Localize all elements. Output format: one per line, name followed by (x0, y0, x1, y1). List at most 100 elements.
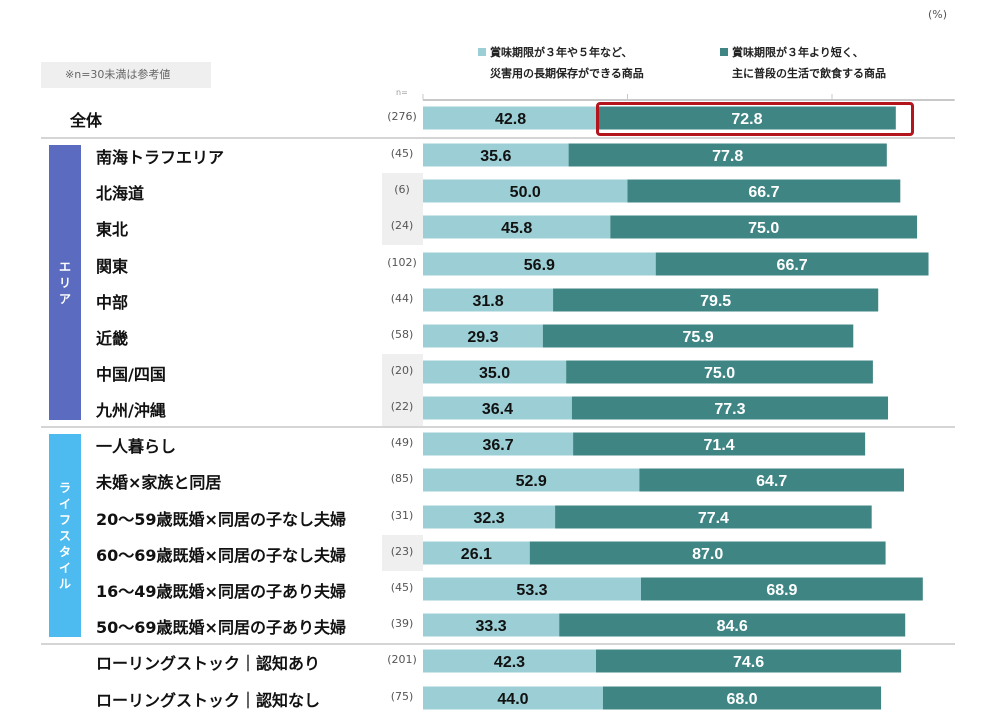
row-label: 東北 (96, 220, 129, 239)
bar-long-term (423, 686, 603, 710)
data-label-long-term: 32.3 (473, 510, 504, 527)
group-label-char: イ (58, 496, 71, 511)
small-n-shade (382, 535, 423, 571)
group-separator (41, 426, 955, 428)
bar-long-term (423, 360, 567, 384)
bar-long-term (423, 649, 597, 673)
data-label-long-term: 44.0 (497, 691, 528, 708)
data-label-long-term: 33.3 (476, 618, 507, 635)
bar-long-term (423, 541, 530, 565)
small-n-shade (382, 173, 423, 209)
bar-long-term (423, 577, 641, 601)
small-n-shade (382, 354, 423, 390)
bar-daily (568, 143, 887, 167)
n-label: (39) (390, 617, 414, 630)
row-label: 16～49歳既婚×同居の子あり夫婦 (96, 582, 346, 601)
data-label-long-term: 45.8 (501, 220, 532, 237)
data-label-long-term: 36.7 (482, 437, 513, 454)
small-n-shade (382, 209, 423, 245)
data-label-daily: 84.6 (717, 618, 748, 635)
row-label: ローリングストック｜認知あり (96, 654, 321, 673)
bar-daily (640, 577, 923, 601)
row-label: 一人暮らし (96, 437, 177, 456)
bar-daily (602, 686, 882, 710)
row-label: 未婚×家族と同居 (96, 473, 222, 492)
bar-daily (542, 324, 854, 348)
group-separator (41, 137, 955, 139)
row-label: 中国/四国 (96, 365, 166, 384)
data-label-long-term: 31.8 (472, 293, 503, 310)
row-label: 60～69歳既婚×同居の子なし夫婦 (96, 546, 346, 565)
data-label-daily: 66.7 (748, 184, 779, 201)
group-label-char: フ (58, 512, 71, 527)
bar-long-term (423, 143, 569, 167)
bar-daily (655, 252, 929, 276)
bar-long-term (423, 396, 572, 420)
data-label-daily: 74.6 (733, 654, 764, 671)
row-label: 全体 (70, 111, 103, 130)
small-n-shade (382, 390, 423, 426)
data-label-daily: 68.0 (726, 691, 757, 708)
group-label-lifestyle: ライフスタイル (49, 434, 81, 637)
data-label-daily: 75.0 (704, 365, 735, 382)
highlight-box (596, 101, 914, 136)
bar-daily (559, 613, 906, 637)
data-label-long-term: 53.3 (516, 582, 547, 599)
n-label: (102) (387, 256, 417, 269)
legend-text-line2: 災害用の長期保存ができる商品 (490, 67, 644, 80)
group-label-char: イ (58, 560, 71, 575)
data-label-long-term: 29.3 (467, 329, 498, 346)
n-label: (85) (390, 472, 414, 485)
bar-daily (553, 288, 879, 312)
bar-long-term (423, 613, 560, 637)
data-label-long-term: 56.9 (524, 257, 555, 274)
group-label-char: リ (58, 275, 71, 290)
legend-text-line2: 主に普段の生活で飲食する商品 (732, 67, 886, 80)
data-label-long-term: 42.8 (495, 111, 526, 128)
bar-long-term (423, 505, 556, 529)
bar-daily (571, 396, 889, 420)
n-label: (22) (390, 400, 414, 413)
bar-daily (627, 179, 901, 203)
legend-swatch-dark (720, 48, 728, 56)
bar-long-term (423, 468, 640, 492)
group-separator (41, 643, 955, 645)
data-label-daily: 77.3 (714, 401, 745, 418)
reference-note: ※n=30未満は参考値 (41, 62, 211, 88)
group-label-char: エ (58, 259, 71, 274)
bar-long-term (423, 106, 599, 130)
bar-daily (610, 215, 918, 239)
data-label-daily: 77.4 (698, 510, 729, 527)
bar-long-term (423, 324, 543, 348)
bar-daily (573, 432, 866, 456)
bar-daily (596, 649, 902, 673)
n-label: (31) (390, 509, 414, 522)
bar-long-term (423, 179, 628, 203)
legend-text-line1: 賞味期限が３年より短く、 (732, 46, 864, 59)
bar-long-term (423, 288, 554, 312)
group-label-char: タ (58, 544, 71, 559)
bar-daily (598, 106, 896, 130)
unit-label: (%) (928, 8, 948, 21)
row-label: 南海トラフエリア (96, 148, 225, 167)
row-label: 九州/沖縄 (96, 401, 166, 420)
data-label-long-term: 35.0 (479, 365, 510, 382)
n-label: (23) (390, 545, 414, 558)
n-label: (6) (394, 183, 410, 196)
n-header: n= (396, 88, 408, 97)
bar-daily (639, 468, 904, 492)
row-label: 中部 (96, 293, 129, 312)
group-label-char: ア (58, 291, 71, 306)
group-label-area: エリア (49, 145, 81, 420)
n-label: (20) (390, 364, 414, 377)
group-label-char: ル (58, 576, 71, 591)
bar-daily (555, 505, 872, 529)
bar-long-term (423, 432, 574, 456)
bar-daily (529, 541, 886, 565)
bar-daily (566, 360, 873, 384)
row-label: 50～69歳既婚×同居の子あり夫婦 (96, 618, 346, 637)
data-label-long-term: 52.9 (516, 473, 547, 490)
bar-long-term (423, 215, 611, 239)
data-label-long-term: 36.4 (482, 401, 513, 418)
